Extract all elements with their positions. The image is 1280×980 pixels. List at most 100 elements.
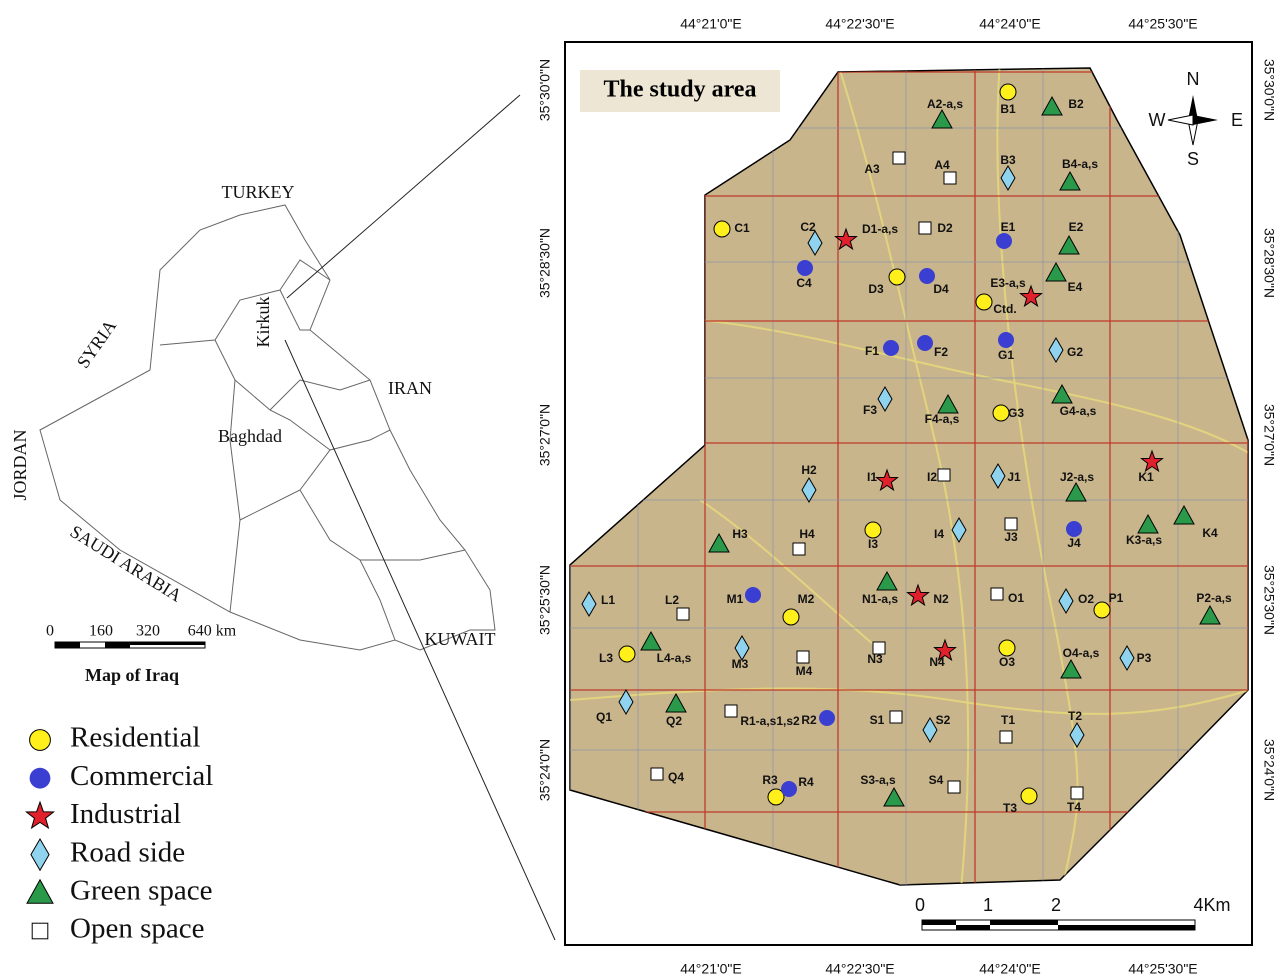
marker	[27, 880, 53, 903]
marker	[893, 152, 905, 164]
longitude-label: 44°21'0"E	[680, 961, 742, 977]
site-label: T4	[1067, 800, 1081, 814]
site-label: Q2	[666, 714, 682, 728]
site-label: E1	[1001, 220, 1016, 234]
site-label: T1	[1001, 713, 1015, 727]
scale-label: 640 km	[188, 623, 237, 640]
longitude-label: 44°24'0"E	[979, 16, 1041, 32]
site-label: H2	[801, 463, 817, 477]
site-label: L1	[601, 593, 615, 607]
country-label: JORDAN	[10, 429, 30, 500]
site-label: E4	[1068, 280, 1083, 294]
site-label: K3-a,s	[1126, 533, 1162, 547]
site-label: B3	[1000, 153, 1016, 167]
site-label: N2	[933, 592, 949, 606]
marker	[30, 730, 51, 751]
marker	[1066, 521, 1082, 537]
marker	[651, 768, 663, 780]
city-label: Baghdad	[218, 426, 282, 446]
site-label: M3	[732, 657, 749, 671]
site-label: S1	[870, 713, 885, 727]
site-label: S2	[936, 713, 951, 727]
country-label: SYRIA	[73, 316, 120, 372]
marker	[890, 711, 902, 723]
site-label: D3	[868, 282, 884, 296]
site-label: I2	[927, 470, 937, 484]
marker	[1005, 518, 1017, 530]
country-label: TURKEY	[222, 182, 295, 202]
scale-label: 2	[1051, 895, 1061, 915]
marker	[996, 233, 1012, 249]
site-label: I1	[867, 470, 877, 484]
site-label: O3	[999, 655, 1015, 669]
marker	[781, 781, 797, 797]
site-label: O1	[1008, 591, 1024, 605]
marker	[677, 608, 689, 620]
site-label: C1	[734, 221, 750, 235]
marker	[998, 332, 1014, 348]
marker	[976, 294, 992, 310]
site-label: N4	[929, 655, 945, 669]
site-label: R3	[762, 773, 778, 787]
page: TURKEYSYRIAIRANJORDANSAUDI ARABIAKUWAITK…	[0, 0, 1280, 980]
country-label: KUWAIT	[425, 629, 496, 649]
marker	[793, 543, 805, 555]
marker	[917, 335, 933, 351]
site-label: F2	[934, 345, 948, 359]
site-label: A3	[864, 162, 880, 176]
site-label: M1	[727, 592, 744, 606]
scale-label: 320	[136, 623, 160, 640]
site-label: N1-a,s	[862, 592, 898, 606]
site-label: E3-a,s	[990, 276, 1026, 290]
marker	[783, 609, 799, 625]
site-label: D2	[937, 221, 953, 235]
site-label: G4-a,s	[1060, 404, 1097, 418]
site-label: K4	[1202, 526, 1218, 540]
latitude-label: 35°24'0"N	[1261, 739, 1277, 801]
marker	[919, 222, 931, 234]
site-label: G1	[998, 348, 1014, 362]
scale-label: 1	[983, 895, 993, 915]
legend-label: Road side	[70, 836, 185, 868]
site-label: J4	[1067, 536, 1081, 550]
site-label: J1	[1007, 470, 1021, 484]
site-label: R2	[801, 713, 817, 727]
site-label: P2-a,s	[1196, 591, 1232, 605]
compass-label: S	[1187, 149, 1199, 169]
latitude-label: 35°30'0"N	[1261, 59, 1277, 121]
site-label: O2	[1078, 592, 1094, 606]
scale-label: 0	[46, 623, 54, 640]
longitude-label: 44°25'30"E	[1128, 16, 1197, 32]
site-label: P3	[1137, 651, 1152, 665]
site-label: I4	[934, 527, 944, 541]
scale-label: 160	[89, 623, 113, 640]
marker	[883, 340, 899, 356]
marker	[999, 640, 1015, 656]
marker	[948, 781, 960, 793]
marker	[1071, 787, 1083, 799]
marker	[30, 768, 51, 789]
marker	[991, 588, 1003, 600]
site-label: Q4	[668, 770, 684, 784]
marker	[714, 221, 730, 237]
legend-label: Commercial	[70, 760, 213, 792]
site-label: H4	[799, 527, 815, 541]
site-label: G3	[1008, 406, 1024, 420]
site-label: Q1	[596, 710, 612, 724]
latitude-label: 35°28'30"N	[1261, 228, 1277, 298]
study-scale	[922, 920, 1195, 930]
site-label: A4	[934, 158, 950, 172]
iraq-scale-labels: 0 160 320 640 km	[46, 623, 237, 640]
site-label: F4-a,s	[925, 412, 960, 426]
site-label: L4-a,s	[657, 651, 692, 665]
marker	[819, 710, 835, 726]
latitude-label: 35°27'0"N	[1261, 404, 1277, 466]
site-label: S3-a,s	[860, 773, 896, 787]
site-label: C4	[796, 276, 812, 290]
longitude-label: 44°22'30"E	[825, 961, 894, 977]
latitude-label: 35°24'0"N	[537, 739, 553, 801]
marker	[938, 469, 950, 481]
site-label: R1-a,s1,s2	[740, 714, 800, 728]
latitude-label: 35°30'0"N	[537, 59, 553, 121]
